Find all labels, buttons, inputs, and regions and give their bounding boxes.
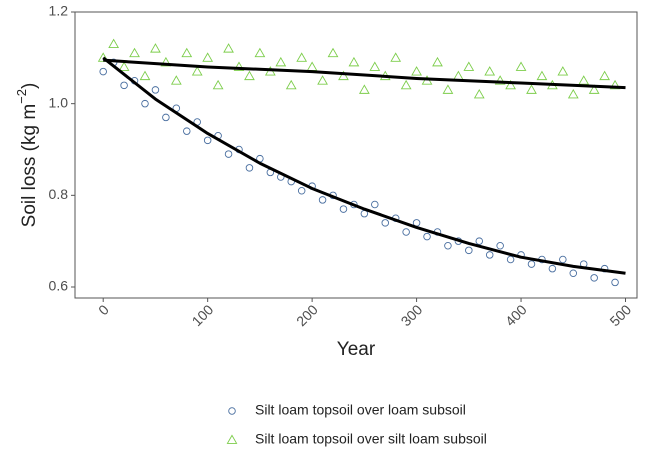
point xyxy=(475,237,484,245)
point xyxy=(557,66,569,76)
y-axis-title-sup: −2 xyxy=(14,89,29,104)
fit-line xyxy=(103,58,626,90)
point xyxy=(151,86,160,94)
point xyxy=(141,99,149,108)
point xyxy=(191,66,203,76)
point xyxy=(244,70,255,81)
point xyxy=(223,43,234,53)
point xyxy=(297,186,306,195)
y-axis-title: Soil loss (kg m−2) xyxy=(14,83,40,228)
series-points xyxy=(97,38,621,99)
point xyxy=(578,75,590,85)
point xyxy=(306,61,318,71)
point xyxy=(463,61,475,71)
point xyxy=(162,113,170,122)
y-tick-label: 0.6 xyxy=(49,278,69,294)
x-tick-label: 100 xyxy=(189,301,217,329)
point xyxy=(318,196,327,204)
point xyxy=(139,70,151,81)
fit-line xyxy=(102,56,626,275)
plot-panel xyxy=(74,11,638,299)
point xyxy=(526,84,537,94)
y-tick-label: 1.0 xyxy=(49,94,69,110)
series-points xyxy=(99,58,619,287)
point xyxy=(442,84,454,94)
x-tick-label: 200 xyxy=(293,301,321,329)
point xyxy=(285,79,297,90)
point xyxy=(485,251,494,259)
x-tick-label: 500 xyxy=(606,301,634,329)
point xyxy=(129,47,140,58)
point xyxy=(506,255,515,264)
point xyxy=(381,219,389,227)
point xyxy=(567,88,579,99)
point xyxy=(348,56,360,67)
y-axis-title-suffix: ) xyxy=(19,83,40,89)
point xyxy=(505,79,516,90)
point xyxy=(120,81,128,90)
point xyxy=(212,79,224,90)
point xyxy=(590,274,598,282)
point xyxy=(496,241,504,250)
point xyxy=(402,228,410,236)
point xyxy=(536,70,548,81)
point xyxy=(390,52,402,62)
point xyxy=(423,232,431,241)
y-axis-title-text: Soil loss (kg m xyxy=(19,104,40,228)
point xyxy=(160,56,172,67)
point xyxy=(338,70,349,81)
x-tick-label: 300 xyxy=(397,301,425,329)
x-tick-label: 400 xyxy=(502,301,530,329)
point xyxy=(369,61,381,71)
point xyxy=(411,66,422,76)
point xyxy=(611,278,619,287)
point xyxy=(339,205,348,213)
point xyxy=(452,70,464,81)
point xyxy=(559,255,567,264)
point xyxy=(296,52,308,62)
point xyxy=(588,84,600,94)
point xyxy=(202,52,214,62)
point xyxy=(181,47,193,58)
point xyxy=(609,79,621,90)
legend-marker xyxy=(228,407,236,415)
point xyxy=(569,269,578,278)
point xyxy=(494,75,506,85)
point xyxy=(465,246,473,255)
point xyxy=(254,47,266,58)
legend-label: Silt loam topsoil over loam subsoil xyxy=(255,402,466,418)
point xyxy=(224,150,233,158)
x-axis-title: Year xyxy=(337,339,376,360)
point xyxy=(275,56,287,67)
point xyxy=(108,38,120,48)
point xyxy=(118,61,130,71)
point xyxy=(233,61,245,71)
point xyxy=(170,75,182,85)
point xyxy=(432,56,443,67)
x-tick-label: 0 xyxy=(95,301,112,318)
point xyxy=(183,127,191,135)
point xyxy=(599,70,610,81)
point xyxy=(358,84,370,94)
point xyxy=(371,200,379,209)
point xyxy=(515,61,527,71)
point xyxy=(327,47,339,58)
legend-marker xyxy=(226,434,238,444)
y-tick-label: 1.2 xyxy=(49,3,69,19)
point xyxy=(317,75,328,85)
point xyxy=(527,260,536,268)
point xyxy=(444,241,452,250)
point xyxy=(99,67,107,76)
point xyxy=(203,136,212,145)
point xyxy=(484,66,496,76)
point xyxy=(400,79,412,90)
point xyxy=(245,164,254,172)
point xyxy=(548,264,557,273)
y-tick-label: 0.8 xyxy=(49,186,69,202)
legend-label: Silt loam topsoil over silt loam subsoil xyxy=(255,431,487,447)
point xyxy=(150,43,161,53)
point xyxy=(473,88,485,99)
